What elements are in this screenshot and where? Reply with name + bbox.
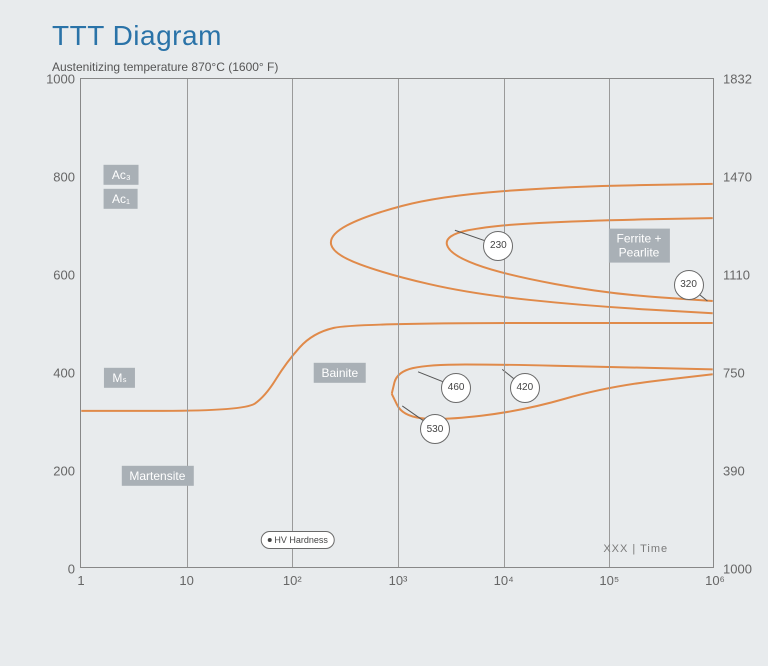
legend-hardness: HV Hardness [260, 531, 335, 549]
vgrid [187, 79, 188, 567]
x-tick: 10⁵ [599, 567, 619, 588]
hardness-h230: 230 [483, 231, 513, 261]
region-ms: Mₛ [104, 368, 134, 388]
region-martensite: Martensite [121, 466, 193, 486]
legend-text: HV Hardness [274, 535, 328, 545]
vgrid [504, 79, 505, 567]
ttt-diagram-container: TTT Diagram Austenitizing temperature 87… [0, 0, 768, 666]
hardness-h530: 530 [420, 414, 450, 444]
chart-subtitle: Austenitizing temperature 870°C (1600° F… [52, 60, 738, 74]
time-axis-label: XXX | Time [603, 543, 668, 555]
region-ferrite_pearlite: Ferrite +Pearlite [609, 228, 670, 263]
hardness-h320: 320 [674, 270, 704, 300]
y-tick-left: 800 [53, 170, 81, 185]
x-tick: 10 [179, 567, 193, 588]
y-tick-right: 1110 [713, 268, 750, 283]
region-ac3: Ac₃ [104, 164, 139, 184]
x-tick: 10⁴ [494, 567, 514, 588]
y-tick-left: 200 [53, 464, 81, 479]
x-tick: 10³ [389, 567, 408, 588]
region-ac1: Ac₁ [104, 189, 138, 209]
vgrid [398, 79, 399, 567]
y-tick-left: 600 [53, 268, 81, 283]
hardness-h460: 460 [441, 373, 471, 403]
y-tick-left: 400 [53, 366, 81, 381]
y-tick-right: 750 [713, 366, 745, 381]
vgrid [609, 79, 610, 567]
x-tick: 10² [283, 567, 302, 588]
region-bainite: Bainite [313, 363, 366, 383]
y-tick-right: 390 [713, 464, 745, 479]
y-tick-right: 1832 [713, 72, 752, 87]
chart-title: TTT Diagram [52, 20, 738, 52]
curves-svg [81, 79, 713, 567]
curve-pearlite_finish [447, 218, 713, 301]
y-tick-right: 1470 [713, 170, 752, 185]
vgrid [292, 79, 293, 567]
y-tick-right: 1000 [713, 562, 752, 577]
chart-wrap: 11010²10³10⁴10⁵10⁶0200400600800100018321… [52, 78, 716, 568]
hardness-h420: 420 [510, 373, 540, 403]
y-tick-left: 0 [68, 562, 81, 577]
y-tick-left: 1000 [46, 72, 81, 87]
plot-area: 11010²10³10⁴10⁵10⁶0200400600800100018321… [80, 78, 714, 568]
